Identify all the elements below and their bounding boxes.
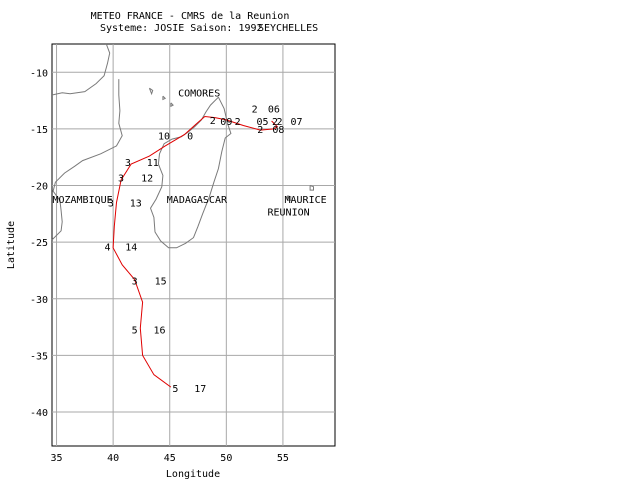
plot-frame bbox=[51, 43, 336, 447]
y-tick-label: -30 bbox=[30, 295, 48, 306]
date-label: 13 bbox=[130, 199, 142, 210]
intensity-label: 3 bbox=[108, 199, 114, 210]
y-tick-label: -15 bbox=[30, 125, 48, 136]
place-labels: COMORES MOZAMBIQUE MADAGASCAR MAURICE REUNIO… bbox=[52, 89, 326, 219]
date-label: 05 bbox=[257, 117, 269, 128]
y-tick-label: -10 bbox=[30, 68, 48, 79]
coastline bbox=[162, 95, 167, 101]
intensity-label: 3 bbox=[125, 158, 131, 169]
date-label: 06 bbox=[268, 105, 280, 116]
y-tick-label: -35 bbox=[30, 351, 48, 362]
intensity-label: 2 bbox=[252, 105, 258, 116]
header-line2: Systeme: JOSIE Saison: 1992 bbox=[100, 23, 263, 34]
x-tick-label: 50 bbox=[220, 453, 232, 464]
coastline bbox=[149, 96, 232, 249]
x-tick-label: 55 bbox=[277, 453, 289, 464]
place-label: MADAGASCAR bbox=[167, 195, 228, 206]
intensity-label: 2 bbox=[277, 117, 283, 128]
place-label: MOZAMBIQUE bbox=[52, 195, 112, 206]
y-axis-label: Latitude bbox=[6, 221, 17, 269]
x-tick-label: 35 bbox=[51, 453, 63, 464]
date-label: 14 bbox=[125, 243, 137, 254]
date-label: 16 bbox=[154, 325, 166, 336]
cyclone-track bbox=[112, 115, 279, 388]
coastline bbox=[51, 79, 123, 241]
place-label: COMORES bbox=[178, 89, 220, 100]
date-label: 07 bbox=[290, 117, 302, 128]
lat-lon-grid bbox=[52, 44, 335, 446]
intensity-label: 2 bbox=[235, 117, 241, 128]
intensity-label: 5 bbox=[172, 384, 178, 395]
x-tick-label: 40 bbox=[107, 453, 119, 464]
coastline bbox=[170, 102, 174, 108]
intensity-label: 0 bbox=[187, 132, 193, 143]
intensity-label: 3 bbox=[132, 277, 138, 288]
intensity-label: 5 bbox=[132, 325, 138, 336]
date-label: 10 bbox=[158, 132, 170, 143]
coastline bbox=[309, 185, 314, 191]
track-line bbox=[112, 115, 279, 388]
coastline bbox=[51, 43, 111, 96]
x-axis-label: Longitude bbox=[166, 469, 220, 480]
place-label: MAURICE bbox=[284, 195, 326, 206]
date-label: 09 bbox=[220, 117, 232, 128]
coastline bbox=[148, 87, 154, 96]
header-line1: METEO FRANCE - CMRS de la Reunion bbox=[91, 11, 290, 22]
intensity-label: 2 bbox=[272, 117, 278, 128]
intensity-label: 2 bbox=[210, 116, 216, 127]
intensity-label: 2 bbox=[257, 125, 263, 136]
intensity-label: 3 bbox=[118, 174, 124, 185]
place-label: REUNION bbox=[268, 208, 310, 219]
header-overlap-label: SEYCHELLES bbox=[258, 23, 318, 34]
axis-ticks: 35 40 45 50 55-10-15-20-25-30-35-40 bbox=[30, 68, 289, 464]
date-label: 11 bbox=[147, 158, 159, 169]
x-tick-label: 45 bbox=[164, 453, 176, 464]
y-tick-label: -25 bbox=[30, 238, 48, 249]
date-label: 15 bbox=[155, 277, 167, 288]
y-tick-label: -20 bbox=[30, 182, 48, 193]
y-tick-label: -40 bbox=[30, 408, 48, 419]
date-label: 17 bbox=[194, 384, 206, 395]
date-label: 12 bbox=[141, 174, 153, 185]
date-label: 08 bbox=[272, 125, 284, 136]
intensity-label: 4 bbox=[104, 243, 110, 254]
coastline bbox=[287, 195, 292, 201]
